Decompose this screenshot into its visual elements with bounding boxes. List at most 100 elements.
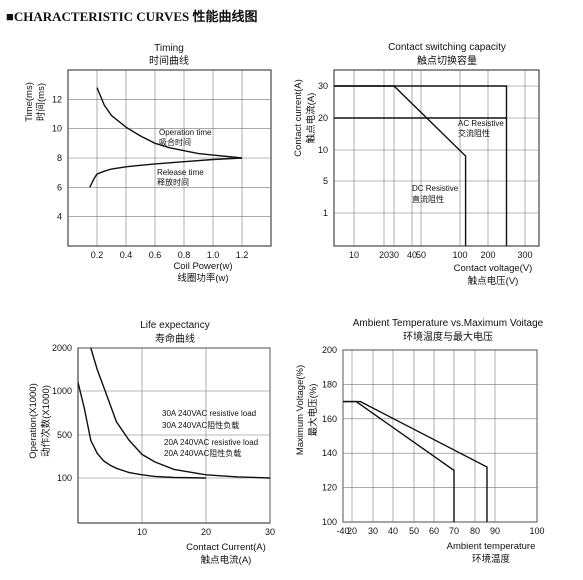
life-x-ticks: 10 20 30 xyxy=(137,527,275,537)
capacity-xlabel-cn: 触点电压(V) xyxy=(468,275,519,287)
timing-ylabel-cn: 时间(ms) xyxy=(35,83,47,121)
life-grid xyxy=(78,347,271,523)
x-tick-label: 20 xyxy=(347,526,357,536)
capacity-subtitle: 触点切换容量 xyxy=(417,54,477,67)
capacity-chart: Contact switching capacity 触点切换容量 10 20 30… xyxy=(293,42,540,287)
life-series xyxy=(77,347,271,479)
y-tick-label: 200 xyxy=(322,345,337,355)
life-title: Life expectancy xyxy=(140,320,210,331)
x-tick-label: 80 xyxy=(470,526,480,536)
x-tick-label: 70 xyxy=(449,526,459,536)
timing-release-label: Release time xyxy=(157,168,204,177)
ambient-subtitle: 环境温度与最大电压 xyxy=(403,330,493,343)
x-tick-label: 10 xyxy=(349,250,359,260)
x-tick-label: 1.0 xyxy=(207,250,220,260)
ambient-xlabel-cn: 环境温度 xyxy=(472,553,511,565)
ambient-series xyxy=(343,400,488,522)
ambient-chart: Ambient Temperature vs.Maximum Voitage 环… xyxy=(295,318,545,565)
timing-release-label-cn: 释放时间 xyxy=(157,177,189,187)
capacity-grid xyxy=(334,70,539,246)
x-tick-label: 0.8 xyxy=(178,250,191,260)
capacity-y-ticks: 1 5 10 20 30 xyxy=(318,81,328,218)
series-line-2 xyxy=(343,400,488,522)
life-ylabel: Operation(X1000) xyxy=(28,383,39,459)
life-ylabel-cn: 动作次数(X1000) xyxy=(40,385,52,457)
y-tick-label: 6 xyxy=(57,182,62,192)
capacity-title: Contact switching capacity xyxy=(388,42,506,53)
x-tick-label: 0.2 xyxy=(91,250,104,260)
timing-subtitle: 时间曲线 xyxy=(149,54,189,67)
x-tick-label: -40 xyxy=(336,526,349,536)
y-tick-label: 180 xyxy=(322,379,337,389)
series-line-2 xyxy=(334,85,508,246)
y-tick-label: 120 xyxy=(322,483,337,493)
y-tick-label: 30 xyxy=(318,81,328,91)
x-tick-label: 40 xyxy=(407,250,417,260)
timing-x-ticks: 0.2 0.4 0.6 0.8 1.0 1.2 xyxy=(91,250,249,260)
life-y-ticks: 100 500 1000 2000 xyxy=(52,343,72,483)
series-line-2 xyxy=(77,382,207,479)
capacity-ac-label: AC Resistive xyxy=(458,119,504,128)
ambient-ylabel: Maximum Voltage(%) xyxy=(295,365,306,455)
ambient-ylabel-cn: 最大电压(%) xyxy=(307,384,319,437)
timing-xlabel-cn: 线圈功率(w) xyxy=(177,272,228,284)
x-tick-label: 100 xyxy=(452,250,467,260)
x-tick-label: 30 xyxy=(368,526,378,536)
life-subtitle: 寿命曲线 xyxy=(155,332,195,345)
x-tick-label: 40 xyxy=(388,526,398,536)
capacity-dc-label: DC Resistive xyxy=(412,184,459,193)
life-xlabel-cn: 触点电流(A) xyxy=(201,554,252,566)
x-tick-label: 30 xyxy=(265,527,275,537)
y-tick-label: 1000 xyxy=(52,386,72,396)
timing-series xyxy=(89,87,243,188)
x-tick-label: 1.2 xyxy=(236,250,249,260)
life-20a-label: 20A 240VAC resistive load xyxy=(164,438,258,447)
x-tick-label: 60 xyxy=(429,526,439,536)
capacity-xlabel: Contact voltage(V) xyxy=(454,263,533,274)
y-tick-label: 1 xyxy=(323,208,328,218)
x-tick-label: 0.4 xyxy=(120,250,133,260)
y-tick-label: 140 xyxy=(322,448,337,458)
ambient-plot-frame xyxy=(342,349,538,523)
series-line-2 xyxy=(89,157,243,188)
x-tick-label: 0.6 xyxy=(149,250,162,260)
y-tick-label: 160 xyxy=(322,414,337,424)
x-tick-label: 50 xyxy=(409,526,419,536)
y-tick-label: 20 xyxy=(318,113,328,123)
y-tick-label: 100 xyxy=(57,473,72,483)
x-tick-label: 90 xyxy=(490,526,500,536)
timing-ylabel: Time(ms) xyxy=(24,82,35,122)
y-tick-label: 4 xyxy=(57,212,62,222)
timing-xlabel: Coil Power(w) xyxy=(173,261,232,272)
ambient-grid xyxy=(342,349,538,523)
x-tick-label: 10 xyxy=(137,527,147,537)
capacity-ylabel: Contact current(A) xyxy=(293,79,304,157)
y-tick-label: 10 xyxy=(52,124,62,134)
y-tick-label: 5 xyxy=(323,176,328,186)
life-20a-label-cn: 20A 240VAC阻性负载 xyxy=(164,448,241,458)
y-tick-label: 100 xyxy=(322,517,337,527)
y-tick-label: 500 xyxy=(57,430,72,440)
timing-chart: Timing 时间曲线 0.2 0.4 0.6 0.8 1.0 1.2 4 6 8 10 12 O… xyxy=(24,43,272,284)
ambient-title: Ambient Temperature vs.Maximum Voitage xyxy=(353,318,544,329)
timing-y-ticks: 4 6 8 10 12 xyxy=(52,94,62,221)
x-tick-label: 200 xyxy=(480,250,495,260)
y-tick-label: 2000 xyxy=(52,343,72,353)
life-30a-label: 30A 240VAC resistive load xyxy=(162,409,256,418)
series-line-1 xyxy=(343,400,455,522)
timing-operation-label: Operation time xyxy=(159,128,212,137)
y-tick-label: 10 xyxy=(318,145,328,155)
capacity-plot-frame xyxy=(333,69,540,247)
y-tick-label: 12 xyxy=(52,94,62,104)
life-xlabel: Contact Current(A) xyxy=(186,542,266,553)
series-line-1 xyxy=(90,347,271,479)
ambient-xlabel: Ambient temperature xyxy=(447,541,536,552)
life-chart: Life expectancy 寿命曲线 10 20 30 100 500 1000 20… xyxy=(28,320,275,566)
x-tick-label: 300 xyxy=(517,250,532,260)
series-line-1 xyxy=(96,87,243,159)
x-tick-label: 20 xyxy=(379,250,389,260)
capacity-dc-label-cn: 直流阻性 xyxy=(412,194,444,204)
timing-title: Timing xyxy=(154,43,184,54)
